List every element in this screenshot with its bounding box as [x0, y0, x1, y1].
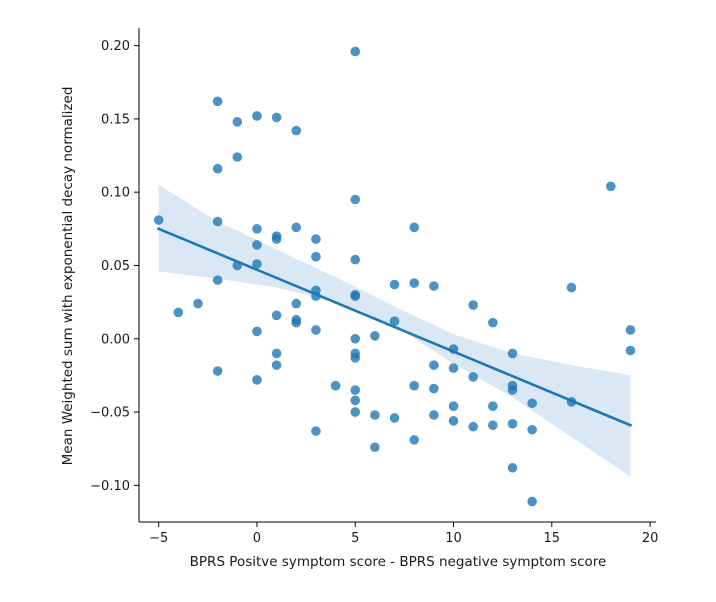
y-tick-label: 0.05 — [101, 259, 130, 274]
data-point — [409, 222, 420, 233]
data-point — [488, 317, 498, 328]
data-point — [409, 435, 420, 445]
data-point — [389, 279, 400, 290]
data-point — [448, 363, 459, 373]
data-point — [429, 281, 439, 291]
data-point — [527, 424, 537, 435]
data-point — [448, 416, 459, 426]
data-point — [271, 310, 282, 321]
axes-layer: −5 0 5 10 15 20 −0.10 −0.05 0.00 0.05 0.10 0.15 0.20 — [90, 28, 658, 546]
x-tick-label: 5 — [351, 531, 359, 546]
data-point — [350, 333, 361, 344]
data-point — [507, 418, 518, 429]
data-point — [252, 224, 262, 234]
data-point — [370, 442, 380, 453]
data-point — [350, 353, 361, 363]
data-point — [212, 366, 223, 376]
data-point — [153, 215, 164, 225]
data-point — [232, 117, 243, 127]
data-point — [507, 385, 518, 395]
regression-line-layer — [156, 227, 633, 427]
regression-line — [156, 227, 633, 427]
data-point — [252, 259, 262, 269]
data-point — [173, 307, 184, 318]
data-point — [311, 426, 321, 436]
y-tick-label: −0.10 — [90, 479, 130, 494]
data-point — [350, 254, 361, 265]
data-point — [625, 345, 636, 356]
data-point — [605, 181, 616, 192]
data-point — [330, 380, 341, 391]
data-point — [291, 317, 302, 328]
x-tick-label: 10 — [445, 531, 462, 546]
data-point — [291, 298, 302, 309]
data-point — [350, 291, 361, 302]
y-tick-label: 0.15 — [101, 112, 130, 127]
data-point — [566, 282, 577, 293]
x-tick-label: −5 — [149, 531, 168, 546]
x-tick-label: 20 — [642, 531, 659, 546]
data-point — [271, 234, 282, 244]
data-point — [448, 401, 459, 411]
data-point — [488, 401, 498, 411]
data-point — [507, 348, 518, 359]
data-point — [488, 420, 498, 431]
data-point — [232, 152, 243, 162]
data-point — [350, 407, 361, 417]
data-point — [212, 216, 223, 227]
data-point — [566, 396, 577, 407]
data-point — [271, 348, 282, 359]
data-point — [350, 395, 361, 406]
data-point — [409, 380, 420, 391]
data-point — [252, 375, 262, 385]
data-point — [212, 96, 223, 107]
data-point — [212, 275, 223, 285]
data-point — [468, 300, 478, 310]
data-point — [429, 410, 439, 420]
data-point — [311, 325, 321, 335]
data-point — [212, 163, 223, 174]
data-point — [350, 46, 361, 57]
data-points-layer — [153, 46, 636, 507]
data-point — [350, 194, 361, 205]
data-point — [311, 251, 321, 262]
data-point — [193, 298, 203, 309]
data-point — [291, 125, 302, 136]
data-point — [468, 372, 478, 382]
data-point — [370, 331, 380, 341]
data-point — [252, 240, 262, 250]
y-axis-label: Mean Weighted sum with exponential decay… — [60, 87, 76, 466]
y-tick-label: −0.05 — [90, 406, 130, 421]
confidence-band-layer — [158, 184, 631, 477]
x-tick-label: 0 — [253, 531, 261, 546]
x-tick-label: 15 — [544, 531, 561, 546]
data-point — [448, 344, 459, 354]
data-point — [389, 316, 400, 326]
x-axis-label: BPRS Positve symptom score - BPRS negati… — [190, 554, 607, 570]
data-point — [271, 112, 282, 123]
data-point — [232, 260, 243, 271]
data-point — [625, 325, 636, 335]
y-tick-label: 0.20 — [101, 39, 130, 54]
data-point — [409, 278, 420, 288]
data-point — [507, 462, 518, 473]
data-point — [271, 360, 282, 370]
data-point — [311, 234, 321, 244]
confidence-band — [158, 184, 631, 477]
data-point — [429, 360, 439, 370]
data-point — [370, 410, 380, 420]
y-tick-label: 0.00 — [101, 332, 130, 347]
data-point — [291, 222, 302, 233]
data-point — [252, 326, 262, 337]
y-tick-label: 0.10 — [101, 186, 130, 201]
data-point — [527, 496, 537, 507]
data-point — [311, 291, 321, 302]
data-point — [389, 413, 400, 423]
data-point — [350, 385, 361, 395]
data-point — [252, 111, 262, 121]
data-point — [429, 383, 439, 394]
data-point — [468, 421, 478, 432]
data-point — [527, 398, 537, 409]
